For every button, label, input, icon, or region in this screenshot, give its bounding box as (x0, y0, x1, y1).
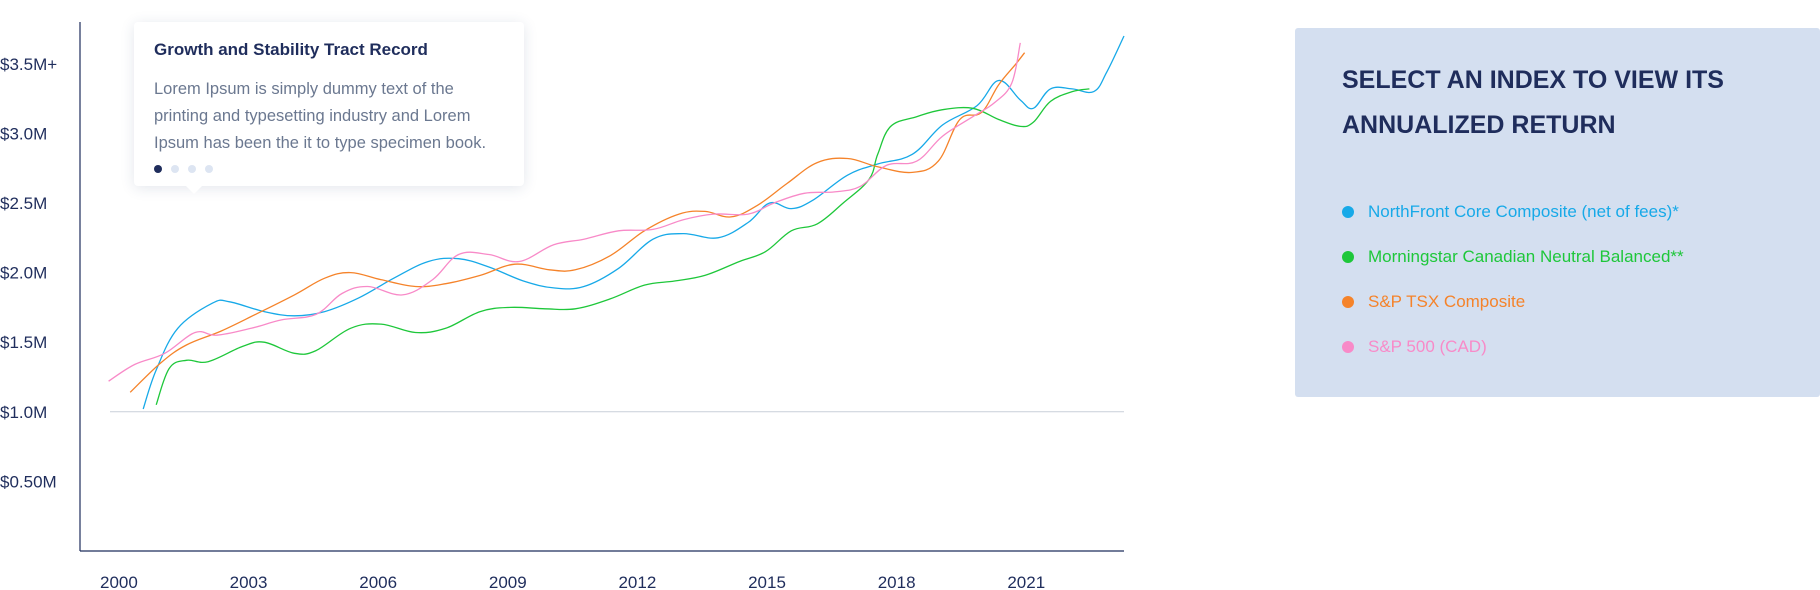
axes-layer (79, 22, 1124, 552)
legend-label: S&P 500 (CAD) (1368, 337, 1487, 356)
series-line-northfront[interactable] (142, 35, 1125, 410)
legend-label: NorthFront Core Composite (net of fees)* (1368, 202, 1679, 221)
x-tick-label: 2009 (489, 573, 527, 590)
legend-item-northfront[interactable]: NorthFront Core Composite (net of fees)* (1342, 200, 1773, 224)
index-selector-panel: SELECT AN INDEX TO VIEW ITS ANNUALIZED R… (1295, 28, 1820, 397)
ticks-layer: $3.5M+ $3.0M $2.5M $2.0M $1.5M $1.0M $0.50M 200… (0, 55, 1045, 590)
legend-label: S&P TSX Composite (1368, 292, 1526, 311)
y-tick-label: $2.0M (0, 264, 47, 283)
y-tick-label: $0.50M (0, 472, 57, 491)
y-tick-label: $3.5M+ (0, 55, 57, 74)
tooltip-title: Growth and Stability Tract Record (154, 40, 428, 59)
y-tick-label: $1.5M (0, 333, 47, 352)
series-color-dot (1342, 251, 1354, 263)
info-tooltip: Growth and Stability Tract Record Lorem … (134, 22, 524, 194)
x-tick-label: 2021 (1007, 573, 1045, 590)
tooltip-body: Lorem Ipsum is simply dummy text of the … (154, 80, 487, 152)
x-tick-label: 2006 (359, 573, 397, 590)
panel-title: SELECT AN INDEX TO VIEW ITS ANNUALIZED R… (1342, 66, 1724, 139)
series-line-sp-500[interactable] (108, 42, 1021, 382)
series-line-sp-tsx[interactable] (129, 52, 1026, 393)
y-tick-label: $1.0M (0, 403, 47, 422)
y-tick-label: $2.5M (0, 194, 47, 213)
series-line-morningstar[interactable] (155, 88, 1090, 406)
x-tick-label: 2018 (878, 573, 916, 590)
x-tick-label: 2015 (748, 573, 786, 590)
pagination-dot-3[interactable] (188, 165, 196, 173)
legend-item-sp-500[interactable]: S&P 500 (CAD) (1342, 335, 1773, 359)
series-color-dot (1342, 296, 1354, 308)
x-tick-label: 2012 (618, 573, 656, 590)
legend-item-sp-tsx[interactable]: S&P TSX Composite (1342, 290, 1773, 314)
x-tick-label: 2000 (100, 573, 138, 590)
tooltip-pagination (154, 165, 213, 173)
pagination-dot-4[interactable] (205, 165, 213, 173)
legend-label: Morningstar Canadian Neutral Balanced** (1368, 247, 1684, 266)
series-color-dot (1342, 206, 1354, 218)
pagination-dot-1[interactable] (154, 165, 162, 173)
index-legend: NorthFront Core Composite (net of fees)*… (1342, 200, 1773, 359)
line-chart: $3.5M+ $3.0M $2.5M $2.0M $1.5M $1.0M $0.50M 200… (0, 22, 1125, 590)
legend-item-morningstar[interactable]: Morningstar Canadian Neutral Balanced** (1342, 245, 1773, 269)
x-tick-label: 2003 (230, 573, 268, 590)
series-layer (108, 35, 1125, 410)
series-color-dot (1342, 341, 1354, 353)
pagination-dot-2[interactable] (171, 165, 179, 173)
y-tick-label: $3.0M (0, 124, 47, 143)
